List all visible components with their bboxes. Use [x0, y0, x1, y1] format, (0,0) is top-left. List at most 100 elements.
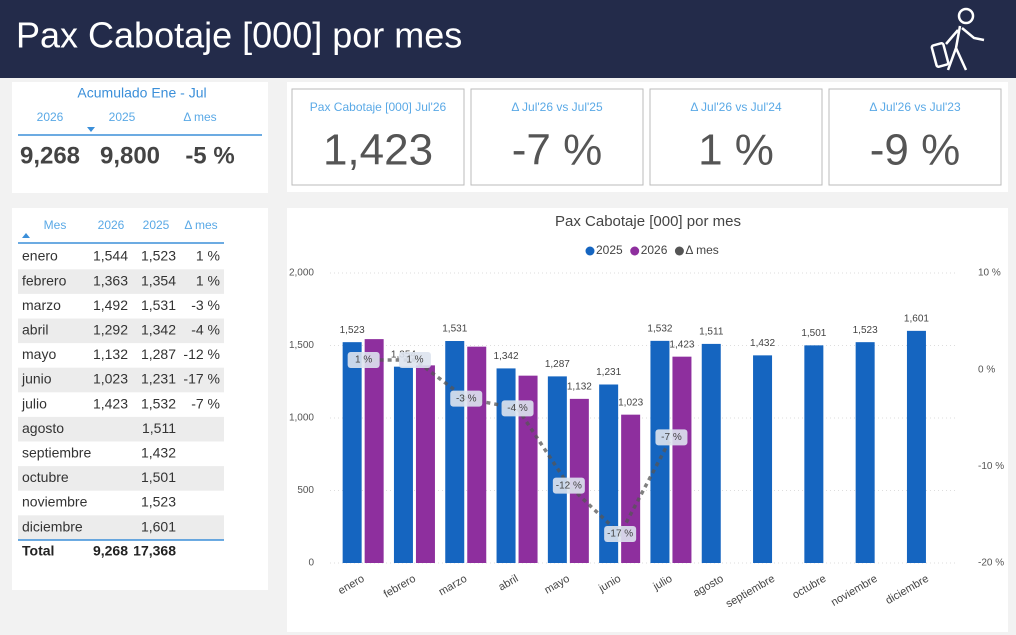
table-cell: 1 %: [196, 248, 220, 264]
table-cell: marzo: [22, 297, 61, 313]
bar: [906, 330, 926, 563]
y-tick-label: 500: [297, 485, 314, 496]
summary-title: Acumulado Ene - Jul: [77, 85, 206, 101]
table-cell: diciembre: [22, 518, 83, 534]
table-cell: -7 %: [191, 395, 220, 411]
table-cell: 1,501: [141, 469, 176, 485]
bar: [804, 345, 824, 563]
bar: [672, 356, 692, 563]
legend-label: 2025: [596, 243, 623, 257]
table-cell: 1,432: [141, 445, 176, 461]
delta-label: 1 %: [406, 355, 423, 366]
table-cell: agosto: [22, 420, 64, 436]
kpi-card: [291, 88, 465, 186]
table-cell: 1,342: [141, 322, 176, 338]
kpi-label: Δ Jul'26 vs Jul'23: [869, 100, 961, 114]
table-cell: julio: [21, 395, 47, 411]
table-total: Total: [22, 543, 54, 559]
delta-label-box: [450, 390, 483, 407]
table-cell: 1,423: [93, 395, 128, 411]
row-band: [18, 416, 224, 442]
delta-label: -4 %: [507, 403, 528, 414]
summary-value: -5 %: [185, 142, 234, 169]
kpi-value: 1 %: [698, 126, 774, 175]
delta-label-box: [347, 352, 380, 368]
kpi-card: [649, 88, 823, 186]
summary-column: 2026: [37, 110, 64, 124]
legend-dot: [674, 246, 684, 256]
bar-label: 1,523: [853, 325, 878, 336]
delta-label: -17 %: [607, 529, 633, 540]
y-tick-label: 1,000: [289, 413, 314, 424]
bar: [753, 355, 773, 563]
table-cell: 1,532: [141, 395, 176, 411]
delta-label-box: [501, 400, 534, 417]
row-band: [18, 515, 224, 540]
table-header: Mes: [44, 218, 67, 232]
delta-label-box: [604, 526, 637, 542]
delta-label: -7 %: [661, 432, 682, 443]
kpi-label: Δ Jul'26 vs Jul'25: [511, 100, 603, 114]
bar-label: 1,601: [904, 313, 929, 324]
table-cell: 1,132: [93, 346, 128, 362]
row-band: [18, 269, 224, 294]
row-band: [18, 318, 224, 344]
row-band: [18, 466, 224, 491]
header-bar: [0, 0, 1016, 78]
bar: [650, 340, 670, 563]
chart-title: Pax Cabotaje [000] por mes: [555, 213, 741, 230]
delta-label: -3 %: [456, 393, 477, 404]
traveler-icon: [930, 7, 985, 71]
bar: [701, 343, 721, 563]
delta-label: -12 %: [556, 480, 582, 491]
table-cell: 1,511: [142, 420, 176, 436]
table-cell: septiembre: [22, 445, 91, 461]
kpi-label: Δ Jul'26 vs Jul'24: [690, 100, 782, 114]
bar-label: 1,531: [442, 324, 467, 335]
table-cell: 1,023: [93, 371, 128, 387]
y-tick-label: 1,500: [289, 340, 314, 351]
y2-tick-label: 10 %: [978, 268, 1001, 279]
table-cell: 1,492: [93, 297, 128, 313]
bar: [364, 339, 384, 563]
legend-label: 2026: [641, 243, 668, 257]
kpi-value: -9 %: [870, 126, 960, 175]
table-cell: 1,531: [141, 297, 176, 313]
table-cell: enero: [22, 248, 58, 264]
table-total: 17,368: [133, 543, 176, 559]
kpi-value: 1,423: [323, 126, 433, 175]
bar-label: 1,511: [699, 327, 724, 338]
bar: [518, 375, 538, 563]
legend-label: Δ mes: [685, 243, 718, 257]
legend-dot: [630, 246, 640, 256]
bar: [415, 365, 435, 563]
summary-value: 9,268: [20, 142, 80, 169]
table-cell: 1,292: [93, 322, 128, 338]
table-cell: -3 %: [191, 297, 220, 313]
kpi-value: -7 %: [512, 126, 602, 175]
delta-label-box: [655, 429, 688, 446]
bar: [342, 342, 362, 563]
table-cell: 1 %: [196, 272, 220, 288]
table-cell: 1,231: [141, 371, 176, 387]
bar-label: 1,432: [750, 338, 775, 349]
bar-label: 1,532: [647, 324, 672, 335]
y-tick-label: 0: [308, 558, 314, 569]
bar-label: 1,523: [340, 325, 365, 336]
table-cell: junio: [21, 371, 52, 387]
table-cell: 1,523: [141, 494, 176, 510]
summary-column: Δ mes: [183, 110, 216, 124]
table-cell: mayo: [22, 346, 56, 362]
sort-indicator: [22, 233, 30, 238]
delta-label-box: [552, 477, 585, 494]
delta-label: 1 %: [355, 355, 372, 366]
table-cell: 1,601: [141, 518, 176, 534]
kpi-label: Pax Cabotaje [000] Jul'26: [310, 100, 447, 114]
bar: [599, 384, 619, 563]
table-cell: abril: [22, 322, 48, 338]
bar: [467, 346, 487, 563]
table-cell: febrero: [22, 272, 67, 288]
table-cell: 1,544: [93, 248, 128, 264]
bar-label: 1,501: [801, 328, 826, 339]
table-header: 2026: [98, 218, 125, 232]
